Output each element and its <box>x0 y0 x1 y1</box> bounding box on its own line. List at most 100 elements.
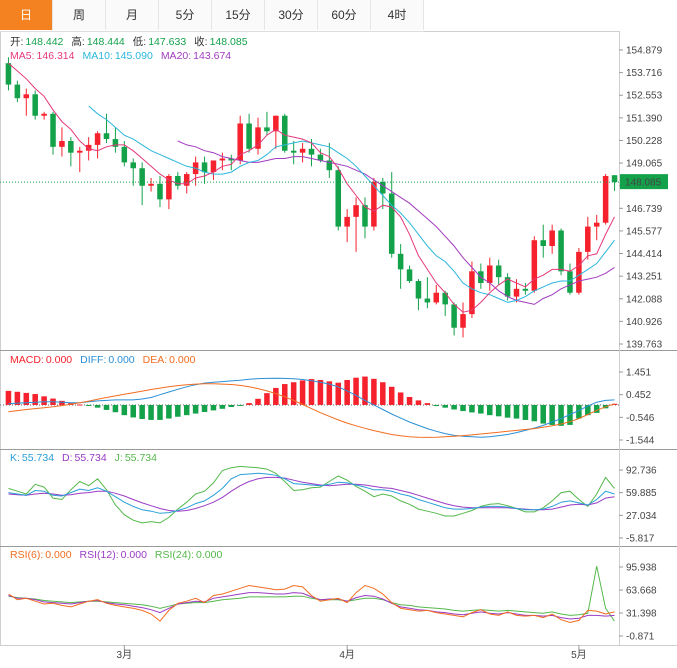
candle-body <box>76 150 83 153</box>
candle-body <box>335 170 342 227</box>
price-axis-label: 151.390 <box>626 113 663 124</box>
ma-legend-label: MA5: <box>10 50 35 62</box>
macd-bar <box>415 400 422 405</box>
x-axis-label: 3月 <box>117 649 133 661</box>
candle-body <box>175 176 181 186</box>
tab-5min[interactable]: 5分 <box>159 0 212 30</box>
candle-body <box>451 304 457 328</box>
price-axis-label: 142.088 <box>626 294 663 305</box>
candle-body <box>290 150 297 153</box>
candle-body <box>139 168 145 186</box>
macd-bar <box>281 384 288 405</box>
last-price-tag <box>620 174 668 190</box>
rsi-legend-value: 0.000 <box>45 549 71 561</box>
macd-legend-label: MACD: <box>10 354 44 366</box>
macd-bar <box>112 404 119 413</box>
macd-bar <box>85 404 92 406</box>
ohlc-legend-value: 148.444 <box>87 36 125 48</box>
macd-bar <box>549 404 555 425</box>
macd-bar <box>157 404 163 420</box>
rsi-axis-label: 31.398 <box>626 609 657 620</box>
macd-bar <box>139 404 145 420</box>
tab-15min[interactable]: 15分 <box>212 0 265 30</box>
kdj-legend-label: J: <box>115 452 123 464</box>
candle-body <box>308 148 315 155</box>
rsi-legend-value: 0.000 <box>196 549 222 561</box>
macd-legend-value: 0.000 <box>46 354 72 366</box>
ohlc-legend-label: 收: <box>194 35 207 48</box>
candle-body <box>486 265 493 283</box>
macd-bar <box>513 404 520 419</box>
candle-body <box>406 269 413 282</box>
macd-bar <box>94 404 101 408</box>
macd-bar <box>201 404 208 412</box>
tab-4hour[interactable]: 4时 <box>371 0 424 30</box>
macd-axis-label: -1.544 <box>626 436 655 447</box>
candle-body <box>41 113 47 116</box>
macd-bar <box>371 378 377 405</box>
macd-bar <box>424 403 431 405</box>
macd-bar <box>23 392 30 405</box>
candle-body <box>94 133 101 145</box>
tab-week[interactable]: 周 <box>53 0 106 30</box>
ma-legend-label: MA10: <box>82 50 112 62</box>
candle-body <box>68 141 74 153</box>
macd-bar <box>59 400 65 405</box>
candle-body <box>210 160 217 173</box>
macd-legend-label: DEA: <box>143 354 168 366</box>
candle-body <box>299 148 306 153</box>
candle-body <box>495 265 502 278</box>
candle-body <box>602 176 609 223</box>
macd-bar <box>522 404 529 420</box>
candle-body <box>344 216 350 227</box>
macd-bar <box>317 379 324 405</box>
ma5-line <box>8 62 615 313</box>
macd-axis-label: 1.451 <box>626 368 651 379</box>
macd-bar <box>308 379 315 405</box>
macd-bar <box>593 404 600 413</box>
candle-body <box>166 176 172 200</box>
period-tabs: 日 周 月 5分 15分 30分 60分 4时 <box>0 0 424 32</box>
macd-bar <box>380 382 386 405</box>
candle-body <box>415 281 422 299</box>
candle-body <box>281 115 288 151</box>
candle-body <box>201 162 208 173</box>
tab-day[interactable]: 日 <box>0 0 53 30</box>
rsi-axis-label: 95.938 <box>626 563 657 574</box>
macd-bar <box>576 404 582 419</box>
candle-body <box>183 174 190 186</box>
kdj-axis-label: 92.736 <box>626 466 657 477</box>
macd-bar <box>210 404 217 411</box>
macd-bar <box>41 396 47 405</box>
macd-bar <box>166 404 172 419</box>
macd-bar <box>362 376 368 405</box>
macd-bar <box>32 394 38 405</box>
macd-bar <box>495 404 502 417</box>
macd-bar <box>192 404 199 414</box>
rsi24-line <box>8 566 615 622</box>
candle-body <box>380 181 386 194</box>
macd-bar <box>148 404 154 420</box>
candle-body <box>228 158 235 161</box>
price-axis-label: 146.739 <box>626 204 663 215</box>
macd-bar <box>406 396 413 405</box>
macd-bar <box>486 404 493 416</box>
macd-bar <box>183 404 190 416</box>
kdj-legend-value: 55.734 <box>125 452 157 464</box>
candle-body <box>593 222 600 227</box>
macd-legend-value: 0.000 <box>108 354 134 366</box>
candle-body <box>273 115 279 132</box>
macd-bar <box>504 404 511 418</box>
candle-body <box>326 160 333 171</box>
tab-60min[interactable]: 60分 <box>318 0 371 30</box>
kdj-axis-label: 59.885 <box>626 488 657 499</box>
ma20-line <box>177 140 615 305</box>
macd-bar <box>335 382 342 405</box>
tab-month[interactable]: 月 <box>106 0 159 30</box>
candle-body <box>246 123 252 149</box>
macd-bar <box>103 404 110 410</box>
candle-body <box>85 144 92 151</box>
tab-30min[interactable]: 30分 <box>265 0 318 30</box>
